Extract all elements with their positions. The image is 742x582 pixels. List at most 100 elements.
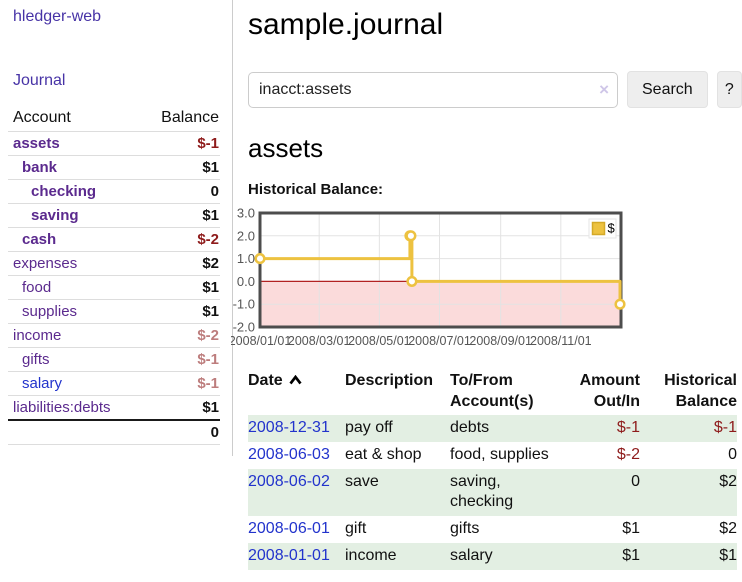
chart-title: Historical Balance: [248,181,384,198]
search-button[interactable]: Search [627,71,708,108]
transaction-date-link[interactable]: 2008-06-01 [248,520,330,537]
x-axis-tick-label: 2008/05/01 [348,334,411,348]
amount-cell: 0 [631,473,640,490]
transaction-row: 2008-06-02 save saving, checking 0 $2 [248,469,737,516]
account-link[interactable]: checking [31,183,97,200]
date-cell: 2008-01-01 [248,543,345,570]
account-link[interactable]: saving [31,207,79,224]
account-heading: assets [248,133,324,163]
y-axis-tick-label: -1.0 [233,297,255,312]
balance-chart: 3.0 2.0 1.0 0.0 -1.0 -2.0 2008/01/01 2008/03/01… [229,205,742,353]
account-tree-body: assets $-1 bank $1 checking 0 saving $1 cash $-2 e… [8,132,220,420]
accounts-cell: salary [450,547,493,564]
balance-column-header-register: Historical Balance [664,372,737,410]
date-column-header[interactable]: Date [248,368,345,415]
search-form: × Search ? [248,71,742,108]
transaction-row: 2008-01-01 income salary $1 $1 [248,543,737,570]
date-cell: 2008-12-31 [248,415,345,442]
y-axis-tick-label: 2.0 [237,228,255,243]
account-balance: $2 [202,255,219,272]
accounts-cell: saving, checking [450,473,514,510]
balance-chart-svg: 3.0 2.0 1.0 0.0 -1.0 -2.02008/01/012008/03/01… [229,206,626,348]
amount-cell: $1 [622,547,640,564]
search-input[interactable] [248,71,618,108]
account-total-row: 0 [8,420,220,445]
sort-ascending-icon [289,374,302,385]
account-link[interactable]: liabilities:debts [13,399,111,416]
page-title: sample.journal [248,8,444,41]
account-row: supplies $1 [8,300,220,324]
amount-cell: $-2 [616,446,640,463]
account-balance: $-2 [197,231,219,248]
account-row: saving $1 [8,204,220,228]
account-balance: 0 [210,183,219,200]
amount-cell: $1 [622,520,640,537]
account-link[interactable]: supplies [22,303,78,320]
y-axis-tick-label: 1.0 [237,251,255,266]
account-column-header: Account [13,109,71,126]
description-cell: income [345,547,397,564]
account-row: cash $-2 [8,228,220,252]
account-balance: $1 [202,303,219,320]
account-link[interactable]: expenses [13,255,78,272]
account-row: income $-2 [8,324,220,348]
search-box: × [248,71,618,108]
legend-swatch [591,221,606,236]
clear-search-icon[interactable]: × [599,79,609,99]
account-balance: $-1 [197,351,219,368]
description-cell: eat & shop [345,446,422,463]
transaction-row: 2008-06-01 gift gifts $1 $2 [248,516,737,543]
balance-cell: $2 [719,520,737,537]
account-balance: $1 [202,399,219,416]
account-balance: $1 [202,279,219,296]
account-tree-table: Account Balance assets $-1 bank $1 checking 0… [8,106,220,445]
amount-cell: $-1 [616,419,640,436]
data-point-marker [614,298,626,310]
account-row: salary $-1 [8,372,220,396]
account-balance: $1 [202,159,219,176]
balance-cell: $2 [719,473,737,490]
data-point-marker [406,275,418,287]
account-link[interactable]: gifts [22,351,50,368]
balance-cell: $-1 [713,419,737,436]
account-total-balance: 0 [210,424,219,441]
x-axis-tick-label: 2008/01/01 [231,334,291,348]
date-cell: 2008-06-01 [248,516,345,543]
x-axis-tick-label: 2008/03/01 [288,334,351,348]
transaction-date-link[interactable]: 2008-06-03 [248,446,330,463]
balance-column-header: Balance [161,109,219,126]
description-cell: save [345,473,379,490]
main-content: sample.journal × Search ? assets Histori… [229,0,742,570]
date-header-label: Date [248,372,283,389]
y-axis-tick-label: -2.0 [233,320,255,335]
account-link[interactable]: food [22,279,52,296]
account-link[interactable]: salary [22,375,63,392]
account-link[interactable]: income [13,327,62,344]
accounts-cell: debts [450,419,490,436]
register-header-row: Date Description To/From Account(s) Amou… [248,368,737,415]
account-row: expenses $2 [8,252,220,276]
description-cell: pay off [345,419,393,436]
app-title-link[interactable]: hledger-web [13,8,102,25]
account-link[interactable]: cash [22,231,57,248]
account-link[interactable]: bank [22,159,58,176]
sidebar-item-journal[interactable]: Journal [13,72,66,89]
accounts-column-header: To/From Account(s) [450,372,534,410]
transaction-date-link[interactable]: 2008-12-31 [248,419,330,436]
account-total-spacer [8,420,139,445]
x-axis-tick-label: 2008/09/01 [469,334,532,348]
amount-column-header: Amount Out/In [579,372,640,410]
transaction-date-link[interactable]: 2008-01-01 [248,547,330,564]
data-point-marker [254,253,266,265]
x-axis-tick-label: 2008/07/01 [408,334,471,348]
account-tree-header-row: Account Balance [8,106,220,132]
help-button[interactable]: ? [716,71,742,108]
transaction-date-link[interactable]: 2008-06-02 [248,473,330,490]
register-table: Date Description To/From Account(s) Amou… [248,368,737,570]
account-row: bank $1 [8,156,220,180]
account-balance: $-2 [197,327,219,344]
description-column-header: Description [345,372,434,389]
y-axis-tick-label: 3.0 [237,206,255,221]
account-link[interactable]: assets [13,135,60,152]
account-balance: $1 [202,207,219,224]
